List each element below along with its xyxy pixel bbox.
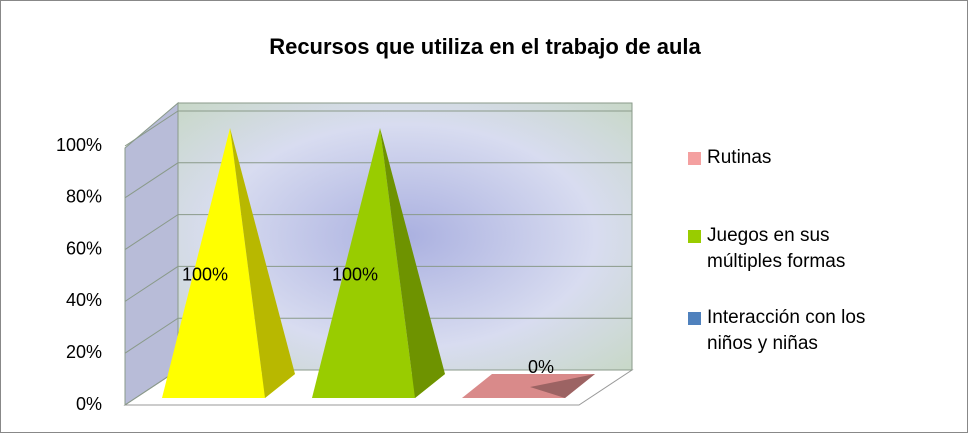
value-label: 100% [182, 264, 228, 284]
y-tick-label: 60% [66, 238, 102, 258]
legend-label: Juegos en sus múltiples formas [707, 225, 846, 272]
pyramid-side [380, 128, 445, 398]
y-tick-label: 80% [66, 187, 102, 207]
pyramid-front [312, 128, 415, 398]
grid-line [124, 214, 632, 251]
pyramid-side [530, 374, 595, 398]
legend-swatch [688, 312, 701, 325]
legend-swatch [688, 152, 701, 165]
pyramid-side [230, 128, 295, 398]
legend-item: Interacción con los niños y niñas [688, 305, 868, 357]
legend-label: Interacción con los niños y niñas [707, 307, 866, 354]
pyramid-front [462, 387, 565, 398]
grid-line [124, 317, 632, 354]
grid-line [124, 162, 632, 199]
value-label: 100% [332, 264, 378, 284]
grid-line [124, 110, 632, 147]
side-wall [124, 101, 179, 406]
legend-label: Rutinas [707, 147, 772, 168]
y-tick-label: 100% [56, 135, 102, 155]
chart-title: Recursos que utiliza en el trabajo de au… [269, 34, 701, 59]
pyramid-front [162, 128, 265, 398]
grid-line [124, 265, 632, 302]
legend-swatch [688, 230, 701, 243]
y-tick-label: 20% [66, 342, 102, 362]
y-tick-label: 40% [66, 290, 102, 310]
value-label: 0% [528, 357, 554, 377]
legend-item: Juegos en sus múltiples formas [688, 223, 868, 275]
y-tick-label: 0% [76, 394, 102, 414]
legend-item: Rutinas [688, 145, 868, 171]
